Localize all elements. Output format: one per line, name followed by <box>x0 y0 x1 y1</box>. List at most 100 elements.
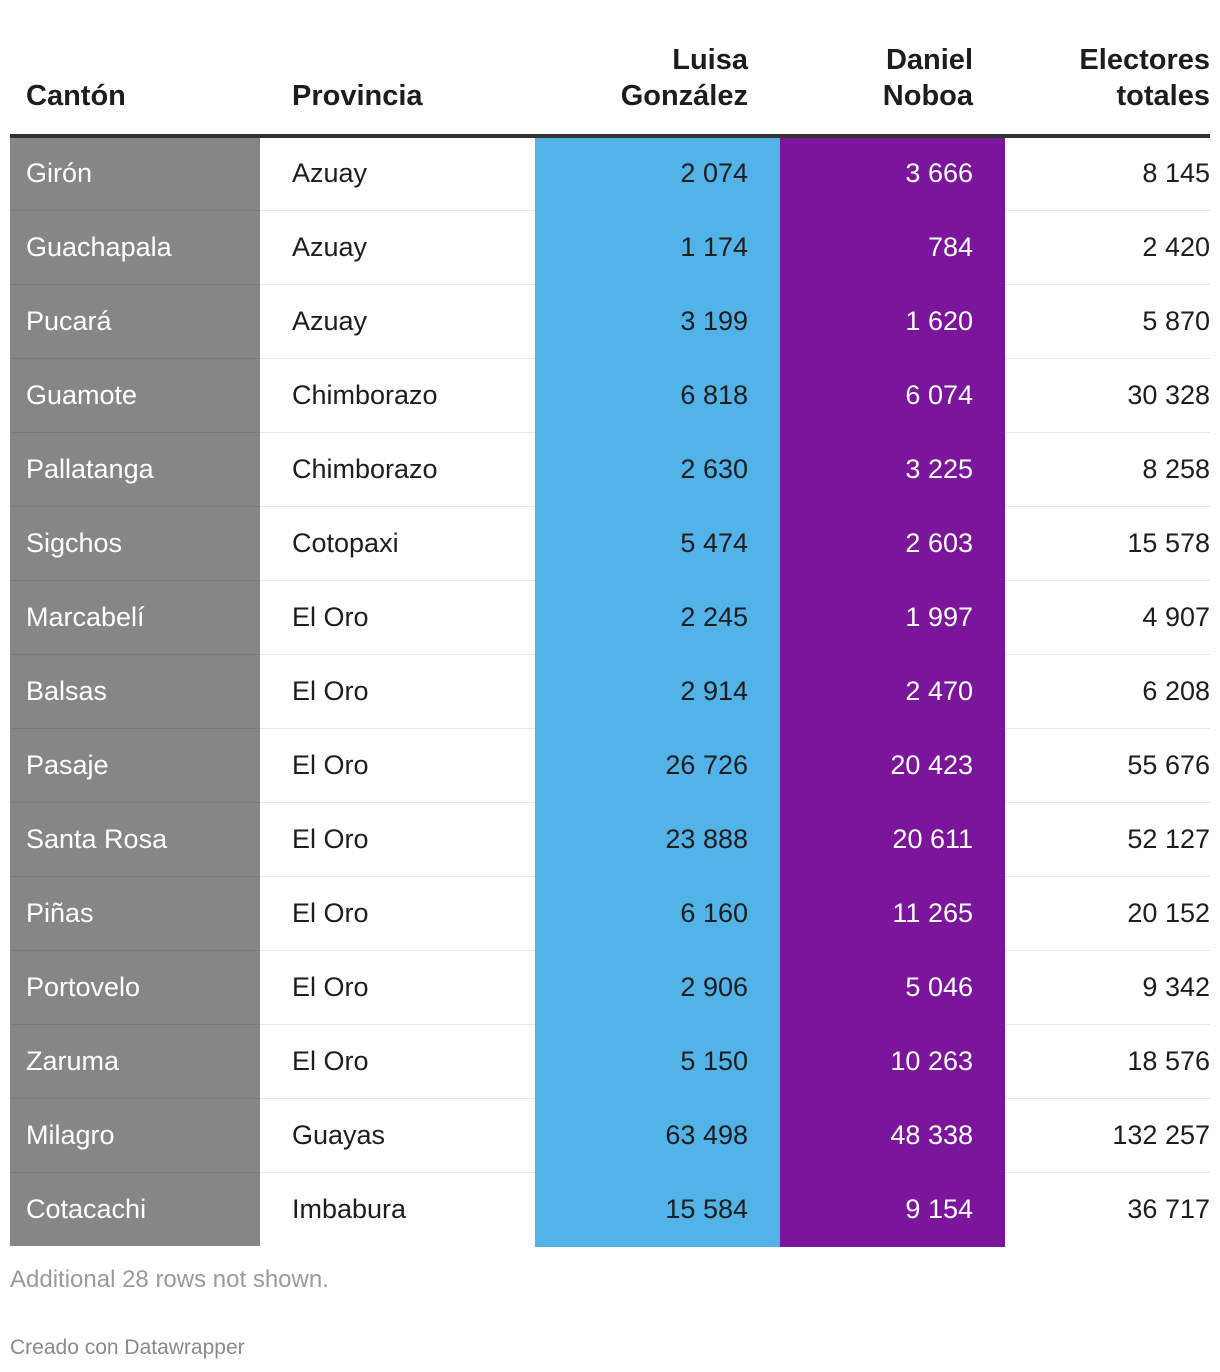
header-provincia-line: Provincia <box>292 80 423 112</box>
cell-electores-totales: 8 145 <box>1005 136 1210 211</box>
header-daniel-noboa-line: Daniel <box>885 44 973 76</box>
header-electores-totales: Electores totales <box>1005 0 1210 138</box>
header-canton-line: Cantón <box>26 80 126 112</box>
cell-daniel-noboa: 1 620 <box>780 284 1005 359</box>
cell-provincia: Cotopaxi <box>260 506 535 581</box>
cell-canton: Santa Rosa <box>10 802 260 877</box>
cell-canton: Zaruma <box>10 1024 260 1099</box>
cell-daniel-noboa: 6 074 <box>780 358 1005 433</box>
cell-luisa-gonzalez: 6 160 <box>535 876 780 951</box>
table-row: Guamote Chimborazo 6 818 6 074 30 328 <box>10 358 1210 433</box>
header-daniel-noboa: Daniel Noboa <box>780 0 1005 138</box>
cell-canton: Sigchos <box>10 506 260 581</box>
header-daniel-noboa-line: Noboa <box>882 80 973 112</box>
cell-daniel-noboa: 1 997 <box>780 580 1005 655</box>
cell-electores-totales: 36 717 <box>1127 1193 1210 1224</box>
cell-provincia: Chimborazo <box>260 432 535 507</box>
cell-canton: Portovelo <box>10 950 260 1025</box>
table-row: Pallatanga Chimborazo 2 630 3 225 8 258 <box>10 432 1210 507</box>
table-body: Girón Azuay 2 074 3 666 8 145 Guachapala Azuay… <box>10 136 1210 1247</box>
cell-electores-totales: 15 578 <box>1005 506 1210 581</box>
cell-daniel-noboa: 784 <box>780 210 1005 285</box>
cell-daniel-noboa: 3 225 <box>780 432 1005 507</box>
table-row: Girón Azuay 2 074 3 666 8 145 <box>10 136 1210 211</box>
table-row: Guachapala Azuay 1 174 784 2 420 <box>10 210 1210 285</box>
cell-luisa-gonzalez: 5 150 <box>535 1024 780 1099</box>
cell-luisa-gonzalez: 2 906 <box>535 950 780 1025</box>
cell-provincia: Imbabura <box>292 1193 407 1224</box>
table-row: Balsas El Oro 2 914 2 470 6 208 <box>10 654 1210 729</box>
results-table: Cantón Provincia Luisa González Daniel Noboa E… <box>10 0 1210 1247</box>
header-provincia: Provincia <box>260 0 535 138</box>
cell-daniel-noboa: 2 603 <box>780 506 1005 581</box>
cell-provincia: El Oro <box>260 876 535 951</box>
cell-canton: Guachapala <box>10 210 260 285</box>
cell-provincia: El Oro <box>260 802 535 877</box>
table-row: Marcabelí El Oro 2 245 1 997 4 907 <box>10 580 1210 655</box>
cell-electores-totales: 9 342 <box>1005 950 1210 1025</box>
cell-canton: Milagro <box>10 1098 260 1173</box>
cell-daniel-noboa: 20 423 <box>780 728 1005 803</box>
cell-canton: Guamote <box>10 358 260 433</box>
cell-luisa-gonzalez: 5 474 <box>535 506 780 581</box>
cell-provincia: El Oro <box>260 580 535 655</box>
cell-luisa-gonzalez: 1 174 <box>535 210 780 285</box>
datawrapper-credit: Creado con Datawrapper <box>10 1336 245 1359</box>
table-row: Cotacachi Imbabura 15 584 9 154 36 717 <box>10 1172 1210 1247</box>
cell-luisa-gonzalez: 2 630 <box>535 432 780 507</box>
cell-luisa-gonzalez: 6 818 <box>535 358 780 433</box>
cell-canton: Pallatanga <box>10 432 260 507</box>
cell-electores-totales: 132 257 <box>1005 1098 1210 1173</box>
table-row: Santa Rosa El Oro 23 888 20 611 52 127 <box>10 802 1210 877</box>
header-luisa-gonzalez-line: Luisa <box>672 44 748 76</box>
table-row: Pucará Azuay 3 199 1 620 5 870 <box>10 284 1210 359</box>
cell-electores-totales: 8 258 <box>1005 432 1210 507</box>
cell-daniel-noboa: 10 263 <box>780 1024 1005 1099</box>
cell-provincia: Chimborazo <box>260 358 535 433</box>
cell-provincia: El Oro <box>260 654 535 729</box>
header-row: Cantón Provincia Luisa González Daniel Noboa E… <box>10 0 1210 138</box>
cell-provincia: Azuay <box>260 284 535 359</box>
cell-electores-totales: 55 676 <box>1005 728 1210 803</box>
cell-luisa-gonzalez: 15 584 <box>535 1172 780 1247</box>
cell-provincia: El Oro <box>260 728 535 803</box>
header-luisa-gonzalez: Luisa González <box>535 0 780 138</box>
cell-luisa-gonzalez: 23 888 <box>535 802 780 877</box>
cell-luisa-gonzalez: 26 726 <box>535 728 780 803</box>
results-table-container: Cantón Provincia Luisa González Daniel Noboa E… <box>10 0 1210 1247</box>
cell-canton: Girón <box>10 136 260 211</box>
cell-daniel-noboa: 48 338 <box>780 1098 1005 1173</box>
cell-canton: Pasaje <box>10 728 260 803</box>
cell-electores-totales: 6 208 <box>1005 654 1210 729</box>
rows-not-shown-note: Additional 28 rows not shown. <box>10 1266 329 1293</box>
cell-daniel-noboa: 11 265 <box>780 876 1005 951</box>
table-header: Cantón Provincia Luisa González Daniel Noboa E… <box>10 0 1210 138</box>
cell-canton: Piñas <box>10 876 260 951</box>
cell-luisa-gonzalez: 2 245 <box>535 580 780 655</box>
cell-daniel-noboa: 9 154 <box>780 1172 1005 1247</box>
cell-daniel-noboa: 3 666 <box>780 136 1005 211</box>
cell-electores-totales: 20 152 <box>1005 876 1210 951</box>
cell-electores-totales: 52 127 <box>1005 802 1210 877</box>
cell-luisa-gonzalez: 2 914 <box>535 654 780 729</box>
cell-provincia: Azuay <box>260 210 535 285</box>
table-row: Zaruma El Oro 5 150 10 263 18 576 <box>10 1024 1210 1099</box>
cell-luisa-gonzalez: 3 199 <box>535 284 780 359</box>
cell-daniel-noboa: 20 611 <box>780 802 1005 877</box>
cell-electores-totales: 5 870 <box>1005 284 1210 359</box>
cell-daniel-noboa: 5 046 <box>780 950 1005 1025</box>
cell-provincia: Azuay <box>260 136 535 211</box>
cell-electores-totales: 18 576 <box>1005 1024 1210 1099</box>
cell-provincia: El Oro <box>260 1024 535 1099</box>
cell-provincia: El Oro <box>260 950 535 1025</box>
cell-canton: Marcabelí <box>10 580 260 655</box>
cell-canton: Pucará <box>10 284 260 359</box>
cell-provincia: Guayas <box>260 1098 535 1173</box>
cell-canton: Cotacachi <box>10 1172 260 1246</box>
cell-electores-totales: 30 328 <box>1005 358 1210 433</box>
table-row: Piñas El Oro 6 160 11 265 20 152 <box>10 876 1210 951</box>
table-row: Pasaje El Oro 26 726 20 423 55 676 <box>10 728 1210 803</box>
table-row: Sigchos Cotopaxi 5 474 2 603 15 578 <box>10 506 1210 581</box>
header-canton: Cantón <box>10 0 260 138</box>
table-row: Portovelo El Oro 2 906 5 046 9 342 <box>10 950 1210 1025</box>
